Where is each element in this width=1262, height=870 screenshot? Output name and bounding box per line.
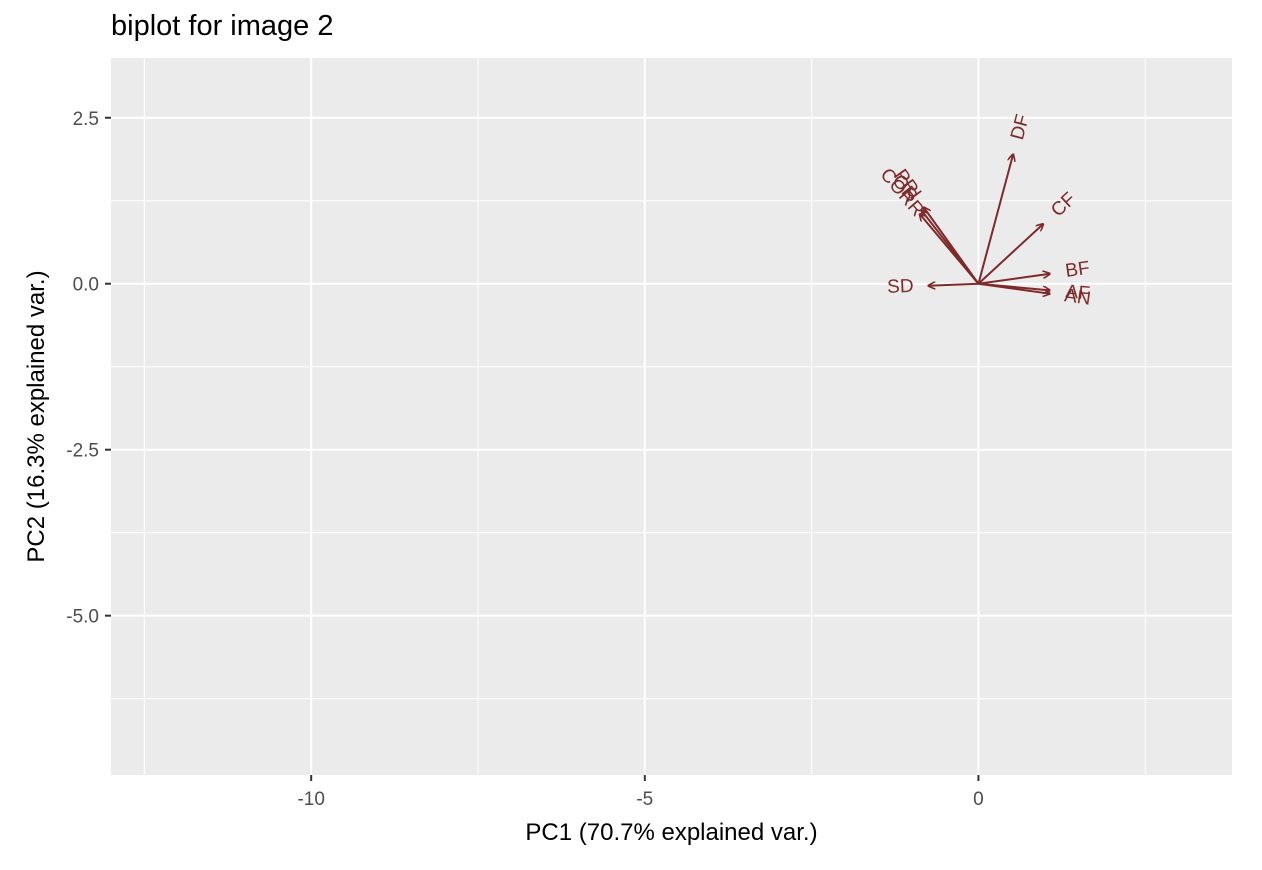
vector-label-an: AN: [1063, 285, 1092, 309]
vector-arrow-bf: [978, 274, 1049, 285]
grid-major: [111, 58, 1232, 775]
chart-title: biplot for image 2: [111, 10, 333, 42]
vector-label-sd: SD: [887, 276, 914, 298]
y-tick-label: -5.0: [66, 607, 99, 628]
vector-arrow-pri: [924, 207, 980, 285]
y-tick-label: 2.5: [73, 109, 99, 130]
grid-minor: [111, 58, 1232, 775]
y-tick-label: -2.5: [66, 441, 99, 462]
vector-arrow-cf: [977, 224, 1043, 285]
vector-arrow-sd: [928, 284, 979, 286]
y-axis-ticks: 2.5 0.0 -2.5 -5.0: [66, 109, 111, 628]
vector-label-af: AF: [1065, 281, 1091, 304]
x-tick-label: -5: [636, 789, 653, 810]
x-axis-title: PC1 (70.7% explained var.): [525, 819, 817, 846]
plot-panel: [111, 58, 1232, 775]
y-tick-label: 0.0: [73, 275, 99, 296]
x-axis-ticks: -10 -5 0: [297, 775, 984, 810]
x-tick-label: -10: [297, 789, 324, 810]
vector-arrow-df: [977, 154, 1013, 284]
x-tick-label: 0: [973, 789, 984, 810]
vector-label-bf: BF: [1064, 258, 1091, 282]
y-axis-title: PC2 (16.3% explained var.): [23, 270, 50, 562]
vector-arrow-an: [978, 282, 1049, 294]
